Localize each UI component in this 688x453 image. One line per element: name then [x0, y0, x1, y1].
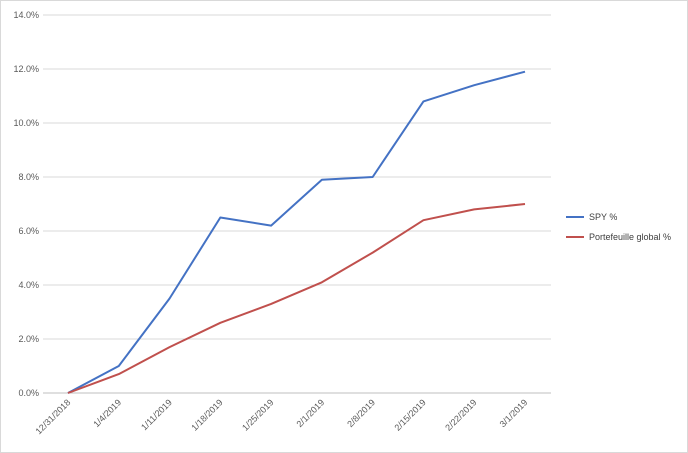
y-axis-ticks: 0.0% 2.0% 4.0% 6.0% 8.0% 10.0% 12.0% 14.0% [13, 10, 39, 398]
x-tick-label: 1/4/2019 [91, 397, 123, 429]
legend-label: Portefeuille global % [589, 232, 671, 242]
x-tick-label: 2/1/2019 [294, 397, 326, 429]
y-tick-label: 10.0% [13, 118, 39, 128]
x-tick-label: 2/8/2019 [345, 397, 377, 429]
x-tick-label: 2/15/2019 [392, 397, 427, 432]
y-tick-label: 0.0% [18, 388, 39, 398]
legend-label: SPY % [589, 212, 617, 222]
gridlines [43, 14, 551, 394]
y-tick-label: 12.0% [13, 64, 39, 74]
x-tick-label: 3/1/2019 [498, 397, 530, 429]
series-line-1 [67, 203, 526, 394]
y-tick-label: 8.0% [18, 172, 39, 182]
x-tick-label: 1/25/2019 [240, 397, 275, 432]
legend: SPY % Portefeuille global % [566, 212, 671, 242]
x-tick-label: 1/18/2019 [189, 397, 224, 432]
series-line-0 [67, 70, 526, 394]
x-tick-label: 2/22/2019 [443, 397, 478, 432]
y-tick-label: 14.0% [13, 10, 39, 20]
y-tick-label: 2.0% [18, 334, 39, 344]
x-tick-label: 12/31/2018 [33, 397, 72, 436]
x-axis-ticks: 12/31/2018 1/4/2019 1/11/2019 1/18/2019 1/25… [33, 397, 529, 436]
y-tick-label: 6.0% [18, 226, 39, 236]
x-tick-label: 1/11/2019 [139, 397, 174, 432]
y-tick-label: 4.0% [18, 280, 39, 290]
series-lines [67, 70, 526, 394]
